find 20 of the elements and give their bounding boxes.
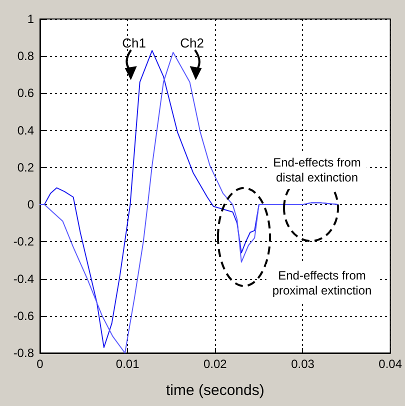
x-axis-title: time (seconds): [166, 382, 264, 399]
y-tick-label: 0.8: [17, 49, 34, 64]
x-tick-label: 0.04: [378, 357, 402, 371]
y-tick-label: -0.6: [13, 308, 34, 323]
y-tick-label: 1: [27, 12, 34, 26]
y-tick-label: -0.8: [13, 346, 34, 360]
x-tick-label: 0: [36, 357, 44, 371]
x-tick-label: 0.03: [291, 357, 315, 371]
y-tick-label: 0: [27, 198, 34, 212]
x-tick-label: 0.01: [116, 357, 140, 371]
annotation: Ch2: [180, 36, 204, 50]
annotation: End-effects from distal extinction: [273, 156, 361, 184]
y-tick-label: -0.2: [13, 234, 34, 249]
annotation: Ch1: [122, 36, 146, 50]
x-tick-label: 0.02: [203, 357, 228, 371]
annotation: End-effects from proximal extinction: [272, 268, 372, 298]
y-tick-label: 0.4: [17, 123, 34, 138]
y-tick-label: 0.6: [17, 86, 34, 100]
y-tick-label: -0.4: [13, 272, 34, 286]
y-tick-label: 0.2: [17, 160, 34, 174]
